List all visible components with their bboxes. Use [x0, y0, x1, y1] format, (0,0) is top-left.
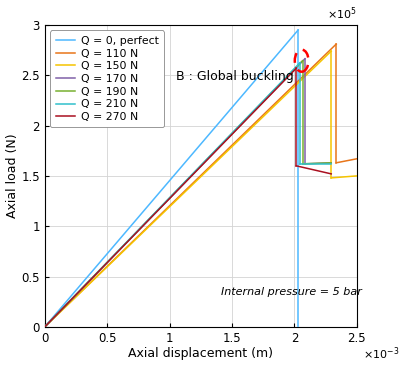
Text: $\times10^{5}$: $\times10^{5}$ [327, 5, 357, 22]
Text: $\times10^{-3}$: $\times10^{-3}$ [363, 345, 399, 362]
Text: Internal pressure = 5 bar: Internal pressure = 5 bar [221, 287, 362, 297]
Legend: Q = 0, perfect, Q = 110 N, Q = 150 N, Q = 170 N, Q = 190 N, Q = 210 N, Q = 270 N: Q = 0, perfect, Q = 110 N, Q = 150 N, Q … [50, 30, 164, 127]
Text: B : Global buckling: B : Global buckling [176, 70, 294, 83]
Y-axis label: Axial load (N): Axial load (N) [6, 134, 19, 218]
X-axis label: Axial displacement (m): Axial displacement (m) [128, 347, 273, 361]
